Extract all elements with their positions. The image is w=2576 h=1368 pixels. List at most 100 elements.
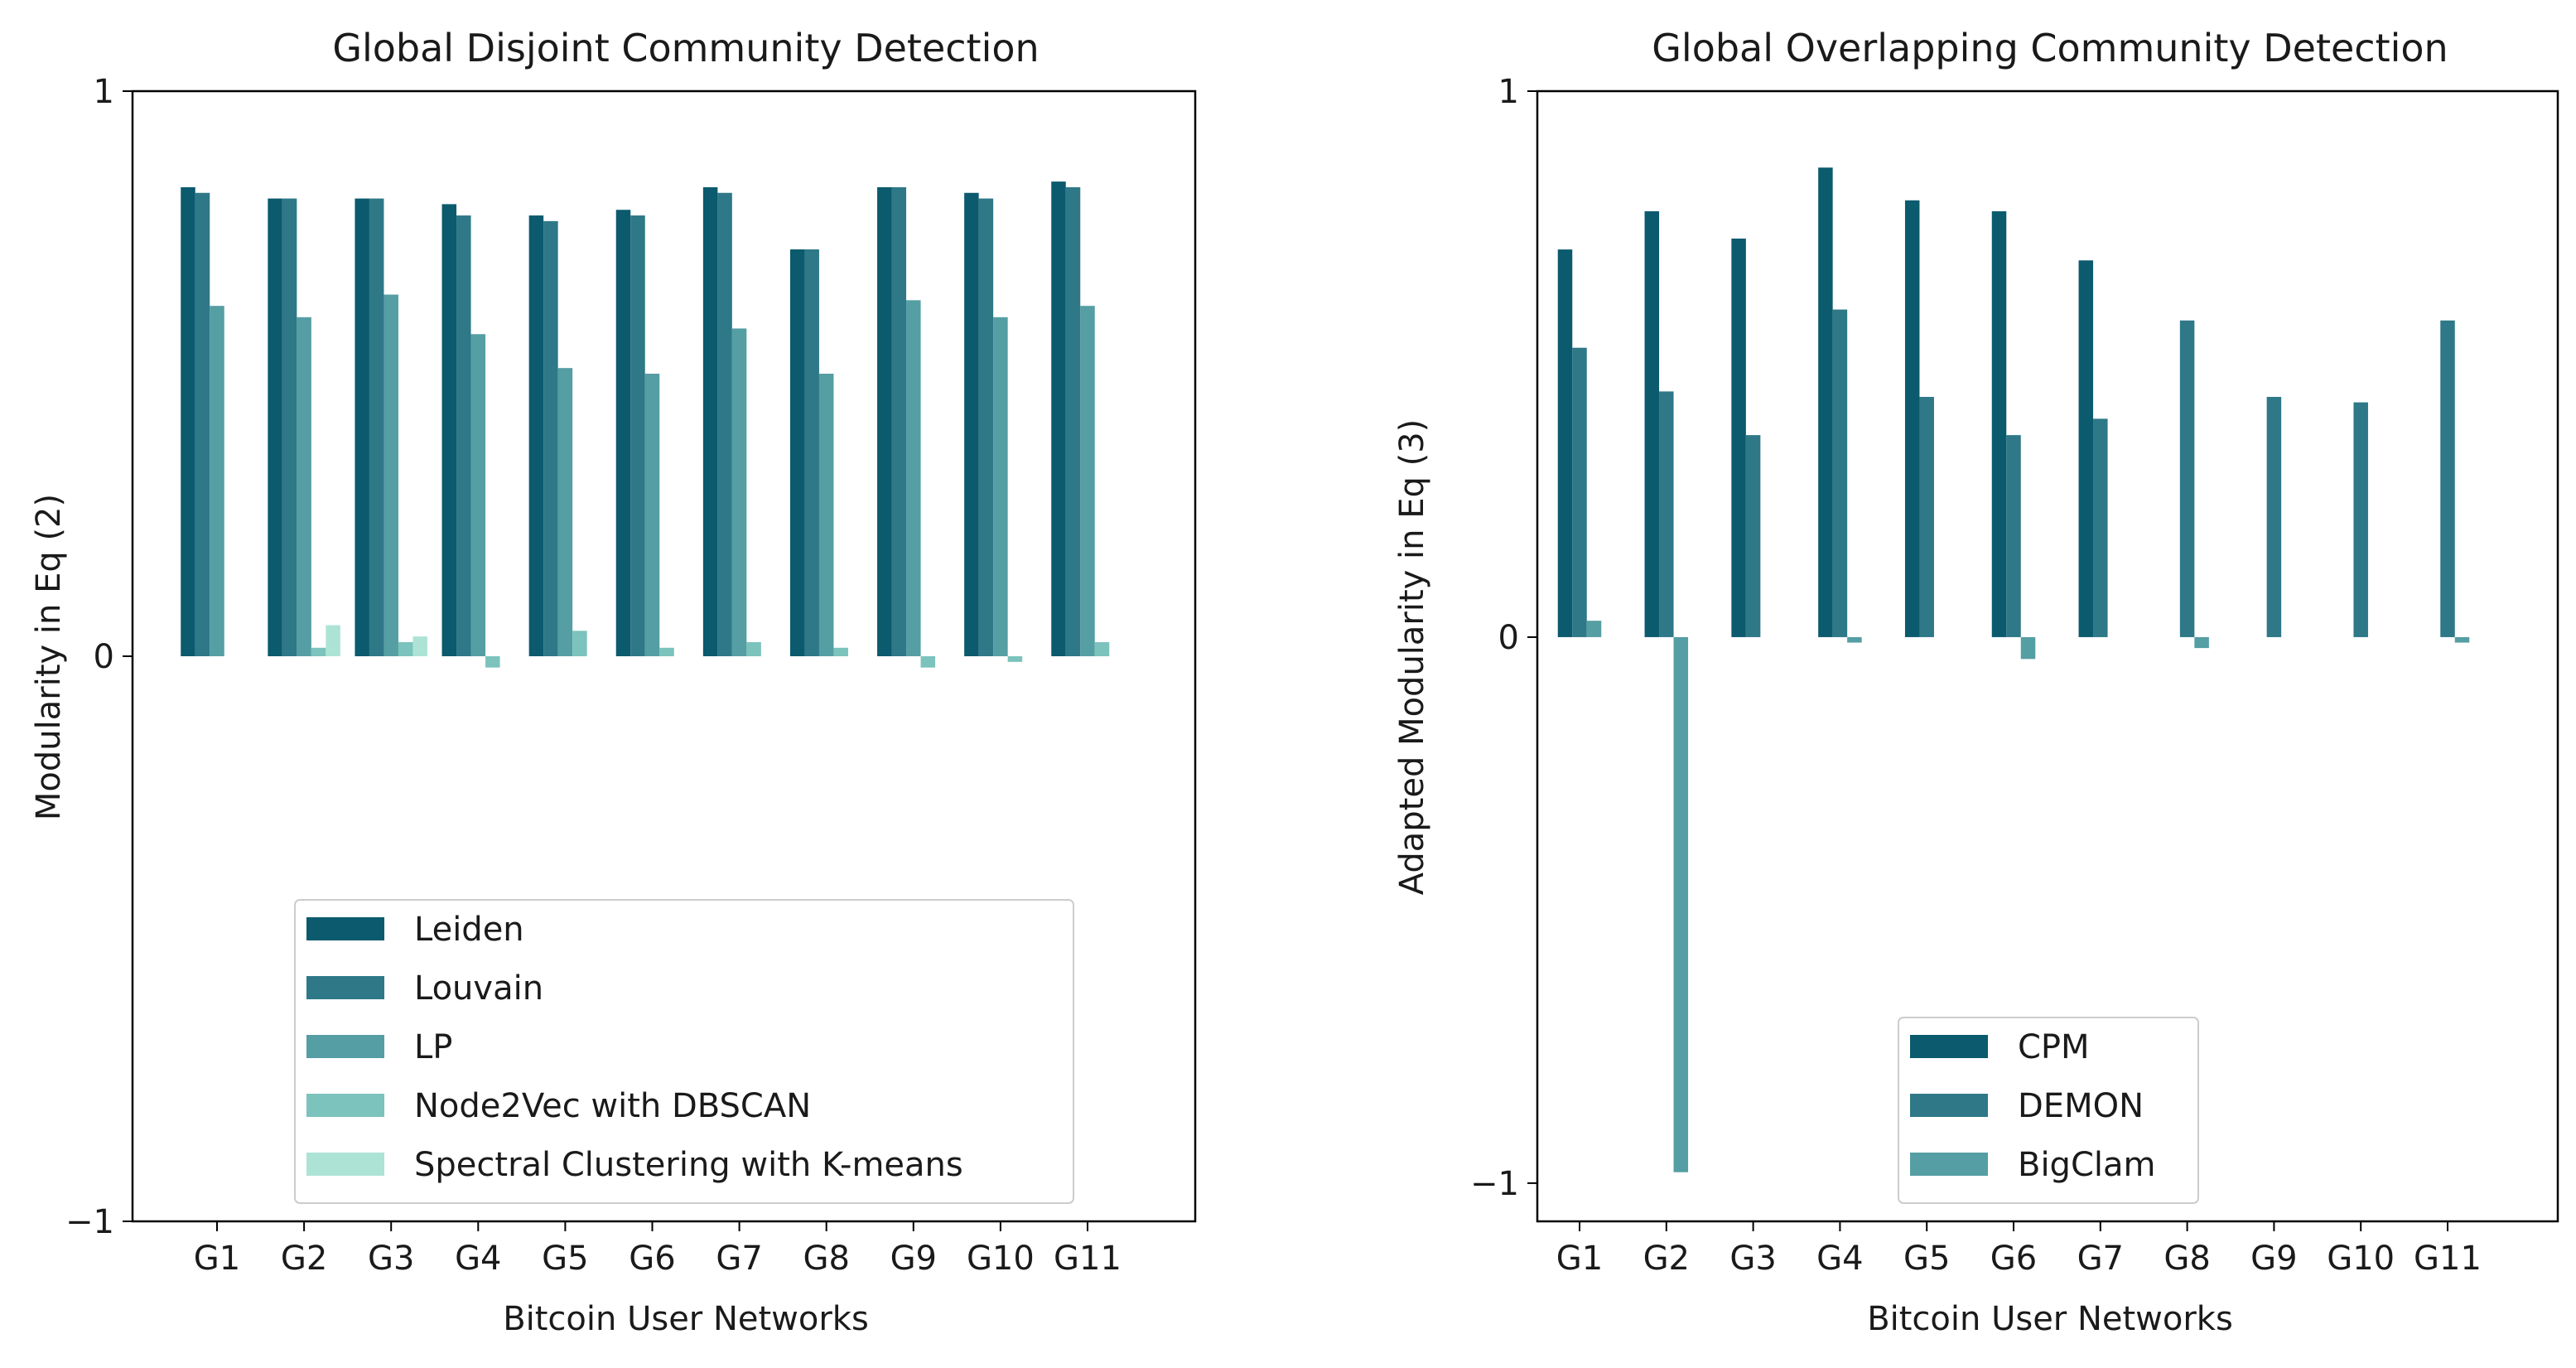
bar-leiden-g6 [615, 210, 631, 657]
x-tick-label: G10 [967, 1240, 1035, 1278]
legend-swatch [306, 1035, 384, 1058]
x-axis-label: Bitcoin User Networks [503, 1300, 869, 1338]
y-axis-label: Modularity in Eq (2) [30, 494, 68, 820]
bar-leiden-g8 [789, 249, 805, 656]
bar-louvain-g3 [369, 198, 384, 656]
bar-lp-g7 [731, 328, 747, 656]
x-tick-label: G3 [1729, 1240, 1776, 1278]
legend-swatch [1910, 1035, 1988, 1058]
bar-demon-g1 [1572, 347, 1587, 637]
y-tick-label: −1 [1470, 1165, 1519, 1203]
legend-label: Louvain [414, 969, 543, 1008]
bar-demon-g9 [2266, 397, 2282, 637]
x-tick-label: G9 [890, 1240, 937, 1278]
bar-demon-g11 [2440, 320, 2455, 637]
legend-box [294, 899, 1074, 1204]
y-tick-label: −1 [65, 1203, 114, 1241]
bar-bigclam-g1 [1586, 621, 1602, 637]
legend-swatch [306, 1094, 384, 1117]
bar-spectral-clustering-with-k-means-g3 [412, 636, 427, 656]
bar-leiden-g9 [877, 186, 892, 656]
legend-label: Spectral Clustering with K-means [414, 1146, 963, 1184]
y-tick-label: 0 [1498, 619, 1519, 657]
x-tick-label: G7 [2077, 1240, 2124, 1278]
bar-louvain-g7 [717, 192, 732, 656]
bar-cpm-g5 [1904, 200, 1920, 637]
bar-bigclam-g4 [1847, 636, 1862, 643]
bar-leiden-g7 [702, 186, 718, 656]
x-tick-label: G2 [1643, 1240, 1690, 1278]
legend-label: DEMON [2018, 1087, 2144, 1125]
bar-group [1557, 167, 2470, 1172]
bar-node2vec-with-dbscan-g3 [398, 641, 413, 656]
bar-demon-g8 [2179, 320, 2195, 637]
bar-bigclam-g2 [1673, 636, 1689, 1172]
x-tick-label: G11 [2414, 1240, 2482, 1278]
bar-lp-g1 [210, 306, 224, 656]
x-tick-label: G4 [455, 1240, 501, 1278]
bar-leiden-g3 [355, 198, 369, 656]
legend-swatch [306, 917, 384, 940]
bar-louvain-g11 [1065, 186, 1081, 656]
bar-cpm-g3 [1731, 238, 1746, 637]
plot-frame [1536, 89, 2559, 1223]
bar-demon-g6 [2006, 435, 2021, 637]
bar-node2vec-with-dbscan-g4 [485, 656, 500, 668]
bar-node2vec-with-dbscan-g8 [833, 647, 848, 656]
x-tick-label: G4 [1816, 1240, 1863, 1278]
bar-demon-g2 [1659, 391, 1674, 637]
bar-demon-g10 [2353, 402, 2368, 637]
y-tick-label: 1 [1498, 73, 1519, 111]
chart-title: Global Overlapping Community Detection [1652, 26, 2448, 70]
bar-lp-g5 [557, 368, 573, 656]
bar-louvain-g9 [891, 186, 907, 656]
x-tick-label: G10 [2327, 1240, 2395, 1278]
legend: Leiden Louvain LP Node2Vec with DBSCAN Spect… [294, 899, 1074, 1204]
y-axis-label: Adapted Modularity in Eq (3) [1393, 419, 1431, 896]
bar-lp-g8 [818, 374, 834, 656]
x-tick-label: G1 [1556, 1240, 1603, 1278]
bar-lp-g6 [644, 374, 660, 656]
bar-leiden-g2 [268, 198, 282, 656]
y-tick-label: 0 [94, 638, 114, 676]
x-tick-label: G5 [1903, 1240, 1950, 1278]
legend-swatch [1910, 1094, 1988, 1117]
bar-demon-g5 [1919, 397, 1934, 637]
bar-cpm-g6 [1991, 210, 2007, 637]
bar-leiden-g5 [528, 215, 544, 656]
bar-node2vec-with-dbscan-g5 [572, 631, 587, 656]
axes: G1 G2 G3 G4 G5 G6 G7 G8 G9 G10 G11 −1 0 1 [65, 73, 1197, 1278]
bar-node2vec-with-dbscan-g7 [746, 641, 761, 656]
legend-swatch [306, 976, 384, 999]
legend-label: LP [414, 1028, 452, 1066]
bar-group [181, 181, 1110, 668]
bar-demon-g7 [2093, 418, 2108, 637]
bar-louvain-g2 [282, 198, 297, 656]
x-axis-label: Bitcoin User Networks [1867, 1300, 2233, 1338]
chart-overlapping: Global Overlapping Community Detection A… [1393, 26, 2559, 1338]
bar-lp-g10 [993, 317, 1008, 656]
bar-lp-g4 [470, 334, 486, 656]
bar-demon-g3 [1745, 435, 1761, 637]
bar-bigclam-g6 [2020, 636, 2036, 660]
x-tick-label: G8 [803, 1240, 849, 1278]
x-tick-label: G11 [1054, 1240, 1122, 1278]
bar-lp-g9 [906, 300, 921, 656]
bar-leiden-g1 [181, 186, 195, 656]
x-tick-label: G9 [2250, 1240, 2297, 1278]
bar-node2vec-with-dbscan-g2 [311, 647, 326, 656]
bar-cpm-g7 [2078, 260, 2094, 637]
legend-label: CPM [2018, 1028, 2090, 1066]
bar-node2vec-with-dbscan-g11 [1094, 641, 1110, 656]
y-tick-label: 1 [94, 73, 114, 111]
x-tick-label: G6 [629, 1240, 675, 1278]
x-tick-label: G3 [368, 1240, 414, 1278]
legend-label: Leiden [414, 911, 524, 949]
bar-node2vec-with-dbscan-g9 [920, 656, 936, 668]
legend: CPM DEMON BigClam [1898, 1017, 2199, 1204]
bar-leiden-g11 [1051, 181, 1066, 656]
axes: G1 G2 G3 G4 G5 G6 G7 G8 G9 G10 G11 −1 0 1 [1470, 73, 2559, 1278]
bar-node2vec-with-dbscan-g10 [1007, 656, 1023, 662]
x-tick-label: G2 [281, 1240, 327, 1278]
